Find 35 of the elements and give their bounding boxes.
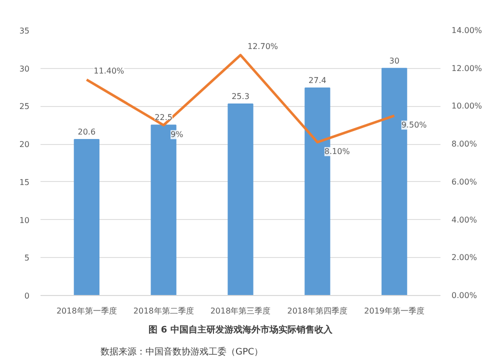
y2-tick-label: 14.00% bbox=[452, 26, 482, 35]
data-label: 25.3 bbox=[232, 92, 250, 101]
x-tick-label: 2018年第四季度 bbox=[287, 306, 348, 316]
data-label: 9.50% bbox=[401, 120, 428, 130]
y2-tick-label: 10.00% bbox=[452, 102, 482, 111]
y-tick-label: 0 bbox=[24, 292, 30, 300]
data-label: 12.70% bbox=[248, 42, 278, 52]
y2-tick-label: 2.00% bbox=[452, 253, 478, 262]
y2-tick-label: 4.00% bbox=[452, 215, 478, 224]
data-label: 20.6 bbox=[78, 128, 96, 137]
x-tick-label: 2018年第一季度 bbox=[56, 306, 117, 316]
y-tick-label: 25 bbox=[19, 102, 30, 112]
data-label: 9% bbox=[170, 130, 184, 140]
data-label: 11.40% bbox=[94, 66, 125, 76]
y-tick-label: 5 bbox=[24, 254, 30, 263]
y-tick-label: 10 bbox=[19, 216, 30, 225]
data-label: 8.10% bbox=[324, 147, 350, 156]
bar bbox=[74, 139, 100, 296]
data-label: 22.5 bbox=[154, 113, 172, 122]
x-tick-label: 2019年第一季度 bbox=[364, 306, 425, 316]
y-tick-label: 20 bbox=[19, 140, 30, 150]
y2-tick-label: 8.00% bbox=[452, 140, 478, 149]
x-tick-label: 2018年第二季度 bbox=[133, 306, 194, 316]
y2-tick-label: 0.00% bbox=[452, 291, 478, 300]
x-tick-label: 2018年第三季度 bbox=[210, 306, 271, 316]
y2-tick-label: 12.00% bbox=[452, 64, 482, 73]
y-tick-label: 35 bbox=[19, 26, 30, 36]
source-note: 数据来源：中国音数协游戏工委（GPC） bbox=[100, 346, 264, 358]
bar bbox=[228, 103, 254, 296]
data-label: 30 bbox=[389, 56, 400, 66]
y-tick-label: 30 bbox=[19, 64, 30, 74]
data-label: 27.4 bbox=[308, 76, 326, 86]
y2-tick-label: 6.00% bbox=[452, 177, 478, 186]
y-tick-label: 15 bbox=[19, 178, 30, 187]
text: 图 6 中国自主研发游戏海外市场实际销售收入 bbox=[148, 324, 334, 336]
